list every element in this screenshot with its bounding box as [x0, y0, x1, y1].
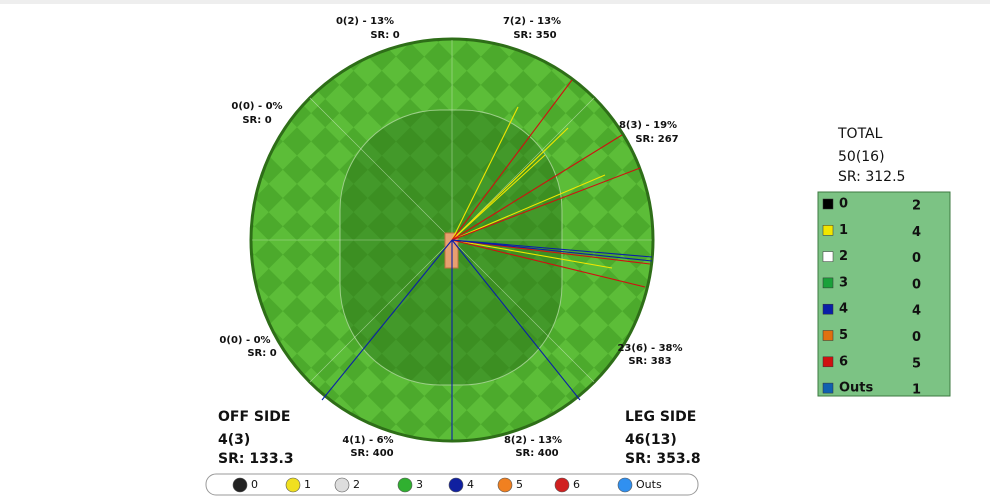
color-swatch — [822, 198, 834, 210]
legend-label: 5 — [516, 478, 523, 491]
run-type: 5 — [839, 328, 848, 343]
zone-sr: SR: 383 — [628, 356, 671, 367]
run-type: 2 — [839, 249, 848, 264]
legend-label: 2 — [353, 478, 360, 491]
legend-ball — [334, 477, 350, 493]
zone-runs: 7(2) - 13% — [503, 16, 561, 27]
legend-label: 4 — [467, 478, 474, 491]
run-type: 1 — [839, 223, 848, 238]
zone-sr: SR: 0 — [242, 115, 271, 126]
legend-ball — [497, 477, 513, 493]
zone-labels: 0(2) - 13% SR: 0 7(2) - 13% SR: 350 8(3)… — [219, 16, 682, 459]
side-title: OFF SIDE — [218, 409, 290, 425]
zone-runs: 0(2) - 13% — [336, 16, 394, 27]
total-runs: 50(16) — [838, 149, 885, 165]
breakdown-box — [817, 191, 951, 397]
shots — [321, 79, 653, 440]
color-swatch — [822, 277, 834, 289]
legend-ball — [554, 477, 570, 493]
run-type: 6 — [839, 354, 848, 369]
top-bar — [0, 0, 990, 4]
zone-runs: 0(0) - 0% — [231, 101, 282, 112]
zone-sr: SR: 400 — [350, 448, 393, 459]
zone-runs: 8(3) - 19% — [619, 120, 677, 131]
zone-runs: 8(2) - 13% — [504, 435, 562, 446]
legend-ball — [617, 477, 633, 493]
run-count: 0 — [912, 330, 921, 345]
legend-ball — [232, 477, 248, 493]
color-swatch — [822, 330, 834, 341]
legend-label: Outs — [636, 478, 662, 491]
legend-label: 0 — [251, 478, 258, 491]
zone-runs: 0(0) - 0% — [219, 335, 270, 346]
run-count: 4 — [912, 304, 921, 319]
zone-sr: SR: 400 — [515, 448, 558, 459]
run-type: 4 — [839, 302, 848, 317]
run-type: Outs — [839, 381, 874, 396]
side-title: LEG SIDE — [625, 409, 696, 425]
total: TOTAL 50(16) SR: 312.5 — [837, 126, 905, 185]
run-type: 3 — [839, 275, 848, 290]
zone-runs: 23(6) - 38% — [617, 343, 682, 354]
run-count: 0 — [912, 277, 921, 292]
zone-sr: SR: 0 — [247, 348, 276, 359]
run-count: 4 — [912, 225, 921, 240]
run-count: 5 — [912, 356, 921, 371]
color-swatch — [822, 225, 834, 236]
zone-sr: SR: 0 — [370, 30, 399, 41]
color-swatch — [822, 382, 834, 394]
side-sr: SR: 133.3 — [218, 451, 294, 467]
side-runs: 4(3) — [218, 432, 250, 448]
breakdown: 0 2 1 4 2 0 3 0 4 4 5 0 6 5 Outs 1 — [822, 197, 921, 398]
color-swatch — [822, 356, 834, 368]
side-sr: SR: 353.8 — [625, 451, 701, 467]
color-swatch — [822, 251, 834, 262]
legend-label: 1 — [304, 478, 311, 491]
run-count: 2 — [912, 199, 921, 214]
legend-label: 6 — [573, 478, 580, 491]
total-title: TOTAL — [837, 126, 883, 142]
legend-ball — [285, 477, 301, 493]
run-count: 0 — [912, 251, 921, 266]
legend: 0 1 2 3 4 5 6 Outs — [232, 477, 662, 493]
zone-sr: SR: 267 — [635, 134, 678, 145]
side-runs: 46(13) — [625, 432, 677, 448]
zone-runs: 4(1) - 6% — [342, 435, 393, 446]
legend-ball — [448, 477, 464, 493]
run-type: 0 — [839, 197, 848, 212]
run-count: 1 — [912, 383, 921, 398]
color-swatch — [822, 303, 834, 315]
leg-side: LEG SIDE 46(13) SR: 353.8 — [625, 409, 701, 467]
total-sr: SR: 312.5 — [838, 169, 905, 185]
zone-sr: SR: 350 — [513, 30, 556, 41]
legend-ball — [397, 477, 413, 493]
off-side: OFF SIDE 4(3) SR: 133.3 — [218, 409, 294, 467]
legend-label: 3 — [416, 478, 423, 491]
